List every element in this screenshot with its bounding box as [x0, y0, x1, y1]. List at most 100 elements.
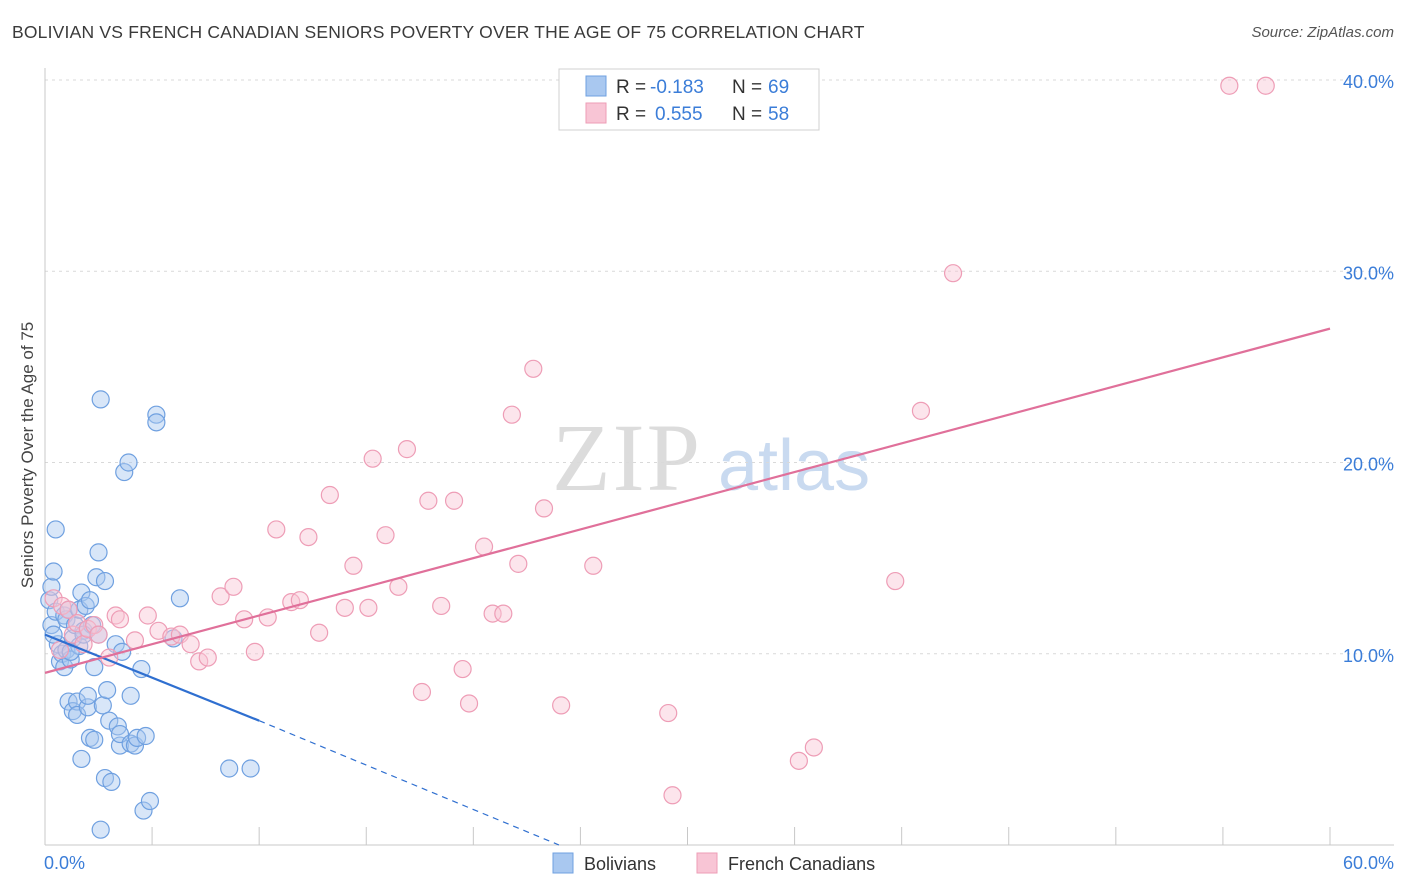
- bolivians-point: [78, 686, 97, 705]
- french-canadians-point: [804, 738, 823, 757]
- x-ticks: [44, 827, 1331, 845]
- bolivians-point: [115, 462, 134, 482]
- y-tick-labels: 10.0% 20.0% 30.0% 40.0%: [1343, 72, 1394, 666]
- french-canadians-point: [524, 359, 543, 378]
- stats-legend-swatch-bolivians: [585, 75, 607, 97]
- french-canadians-point: [138, 606, 157, 625]
- french-canadians-point: [320, 485, 339, 505]
- french-canadians-point: [444, 491, 464, 510]
- french-canadians-point: [59, 600, 78, 619]
- french-canadians-point: [1220, 76, 1239, 95]
- y-tick-label-20: 20.0%: [1343, 455, 1394, 475]
- stats-n-value-french-canadians: 58: [768, 104, 789, 125]
- bolivians-point: [87, 568, 106, 587]
- bolivians-point: [147, 405, 166, 424]
- bolivians-point: [42, 577, 61, 596]
- french-canadians-point: [943, 264, 963, 283]
- french-canadians-point: [397, 440, 417, 459]
- trend-lines: [44, 327, 1331, 846]
- french-canadians-point: [267, 520, 286, 539]
- french-canadians-point: [376, 526, 395, 545]
- stats-legend: R = -0.183 N = 69 R = 0.555 N = 58: [558, 68, 820, 131]
- bolivians-point: [102, 772, 121, 791]
- french-canadians-point: [335, 598, 354, 617]
- watermark-atlas: atlas: [718, 426, 870, 506]
- french-canadians-point: [509, 554, 528, 573]
- french-canadians-point: [494, 604, 513, 623]
- stats-r-label-bolivians: R =: [616, 77, 646, 98]
- french-canadians-point: [502, 405, 521, 424]
- french-canadians-point: [245, 642, 264, 661]
- french-canadians-point: [663, 786, 682, 805]
- y-tick-label-30: 30.0%: [1343, 263, 1394, 283]
- french-canadians-point: [190, 652, 209, 671]
- stats-n-value-bolivians: 69: [768, 77, 789, 98]
- bolivians-trend-line: [44, 633, 260, 722]
- bolivians-point: [147, 413, 166, 432]
- french-canadians-point: [198, 648, 217, 667]
- bolivians-point: [98, 680, 117, 700]
- chart-title: BOLIVIAN VS FRENCH CANADIAN SENIORS POVE…: [12, 22, 865, 42]
- french-canadians-point: [459, 694, 479, 713]
- bolivians-point: [170, 589, 190, 608]
- french-canadians-point: [584, 556, 603, 575]
- y-axis-label: Seniors Poverty Over the Age of 75: [18, 322, 37, 588]
- bolivians-point: [241, 759, 260, 778]
- french-canadians-point: [359, 598, 378, 617]
- french-canadians-trend-line: [44, 327, 1331, 674]
- french-canadians-point: [85, 615, 104, 635]
- french-canadians-point: [110, 610, 130, 629]
- french-canadians-point: [211, 587, 230, 606]
- bolivians-point: [140, 791, 160, 811]
- bolivians-point: [68, 692, 87, 711]
- axes: [44, 68, 1394, 846]
- legend-swatch-bolivians: [552, 852, 574, 874]
- stats-r-value-bolivians: -0.183: [650, 77, 704, 98]
- bolivians-point: [220, 759, 239, 778]
- bolivians-point: [91, 390, 110, 409]
- french-canadians-point: [886, 571, 905, 591]
- watermark-zip: ZIP: [552, 404, 702, 511]
- bolivians-point: [134, 801, 153, 820]
- french-canadians-point: [344, 556, 363, 575]
- bolivians-point: [121, 686, 140, 705]
- bolivians-point: [44, 562, 63, 581]
- french-canadians-point: [483, 604, 502, 623]
- french-canadians-point: [299, 527, 318, 547]
- stats-n-label-french-canadians: N =: [732, 104, 762, 125]
- french-canadians-point: [432, 596, 451, 616]
- french-canadians-point: [1256, 76, 1275, 95]
- bolivians-point: [91, 820, 110, 839]
- stats-r-label-french-canadians: R =: [616, 104, 646, 125]
- bolivians-point: [89, 543, 108, 562]
- stats-r-value-french-canadians: 0.555: [655, 104, 703, 125]
- french-canadians-point: [552, 696, 571, 715]
- french-canadians-point: [89, 625, 108, 644]
- french-canadians-point: [911, 401, 931, 420]
- bolivians-trend-extension: [258, 720, 560, 846]
- y-tick-label-40: 40.0%: [1343, 72, 1394, 92]
- french-canadians-point: [789, 751, 808, 770]
- grid-lines: [45, 79, 1394, 655]
- bolivians-point: [119, 453, 138, 472]
- bolivians-point: [85, 730, 104, 749]
- bolivians-point: [136, 726, 155, 746]
- x-tick-label-max: 60.0%: [1343, 853, 1394, 873]
- french-canadians-point: [363, 449, 382, 468]
- french-canadians-point: [310, 623, 329, 642]
- french-canadians-point: [453, 659, 472, 679]
- legend-label-french-canadians: French Canadians: [728, 854, 875, 874]
- bolivians-point: [72, 749, 91, 769]
- series-legend: Bolivians French Canadians: [552, 852, 875, 874]
- french-canadians-point: [659, 703, 678, 723]
- bolivians-point: [95, 571, 115, 591]
- bolivians-point: [46, 520, 65, 539]
- legend-swatch-french-canadians: [696, 852, 718, 874]
- legend-label-bolivians: Bolivians: [584, 854, 656, 874]
- bolivians-point: [80, 591, 100, 610]
- french-canadians-point: [534, 499, 554, 518]
- stats-n-label-bolivians: N =: [732, 77, 762, 98]
- x-tick-label-min: 0.0%: [44, 853, 85, 873]
- y-tick-label-10: 10.0%: [1343, 646, 1394, 666]
